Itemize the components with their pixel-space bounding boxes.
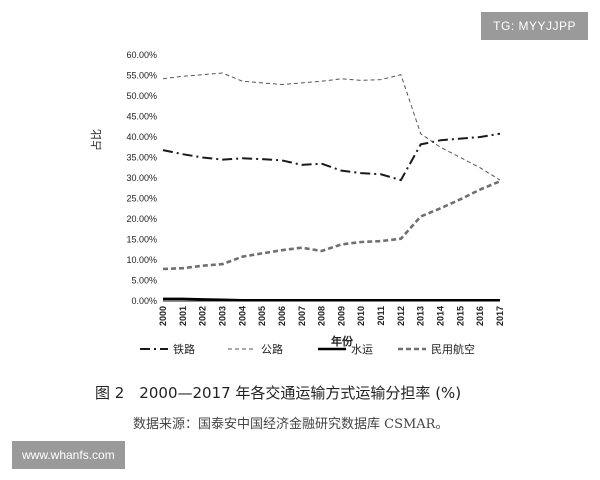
x-axis: 2000 2001 2002 2003 2004 2005 2006 2007 2008 2009… — [158, 300, 505, 326]
y-tick-label: 60.00% — [126, 50, 157, 60]
legend-label: 铁路 — [173, 343, 195, 356]
y-tick-label: 40.00% — [126, 132, 157, 142]
y-tick-label: 10.00% — [126, 255, 157, 265]
legend-label: 民用航空 — [431, 342, 475, 356]
x-tick-label: 2016 — [475, 306, 485, 326]
y-tick-label: 50.00% — [126, 91, 157, 101]
chart-area: 0.00% 5.00% 10.00% 15.00% 20.00% 25.00% 30.00%… — [89, 50, 505, 356]
x-tick-label: 2001 — [178, 306, 188, 326]
y-tick-label: 55.00% — [126, 71, 157, 81]
x-tick-label: 2008 — [317, 306, 327, 326]
x-tick-label: 2015 — [455, 306, 465, 326]
x-tick-label: 2010 — [356, 306, 366, 326]
x-tick-label: 2017 — [495, 306, 505, 326]
x-tick-label: 2012 — [396, 306, 406, 326]
y-tick-label: 45.00% — [126, 112, 157, 122]
series-line — [162, 132, 501, 182]
x-axis-title: 年份 — [331, 334, 354, 348]
y-tick-label: 5.00% — [131, 276, 157, 286]
y-tick-label: 25.00% — [126, 194, 157, 204]
series-lines — [162, 72, 501, 302]
y-axis-title: 占比 — [89, 129, 103, 151]
x-tick-label: 2000 — [158, 306, 168, 326]
x-tick-label: 2013 — [416, 306, 426, 326]
y-tick-label: 20.00% — [126, 214, 157, 224]
x-tick-label: 2004 — [237, 306, 247, 326]
watermark-top-right: TG: MYYJJPP — [481, 12, 588, 40]
x-tick-label: 2009 — [336, 306, 346, 326]
x-tick-label: 2005 — [257, 306, 267, 326]
figure-caption-title: 图 2 2000—2017 年各交通运输方式运输分担率 (%) — [95, 384, 462, 402]
legend-label: 水运 — [351, 343, 373, 356]
legend: 铁路 公路 水运 民用航空 — [140, 342, 475, 356]
x-tick-label: 2007 — [297, 306, 307, 326]
y-tick-label: 15.00% — [126, 235, 157, 245]
y-tick-label: 30.00% — [126, 173, 157, 183]
y-tick-label: 0.00% — [131, 296, 157, 306]
x-tick-label: 2003 — [217, 306, 227, 326]
y-tick-labels: 0.00% 5.00% 10.00% 15.00% 20.00% 25.00% 30.00%… — [126, 50, 157, 306]
x-tick-label: 2002 — [198, 306, 208, 326]
x-tick-label: 2014 — [436, 306, 446, 326]
y-tick-label: 35.00% — [126, 153, 157, 163]
legend-label: 公路 — [261, 343, 283, 356]
x-tick-label: 2011 — [376, 306, 386, 326]
watermark-bottom-left: www.whanfs.com — [12, 441, 125, 469]
series-line — [162, 72, 501, 181]
series-line — [162, 180, 501, 271]
series-line — [163, 297, 500, 302]
x-tick-label: 2006 — [277, 306, 287, 326]
figure-caption-source: 数据来源：国泰安中国经济金融研究数据库 CSMAR。 — [133, 417, 449, 432]
